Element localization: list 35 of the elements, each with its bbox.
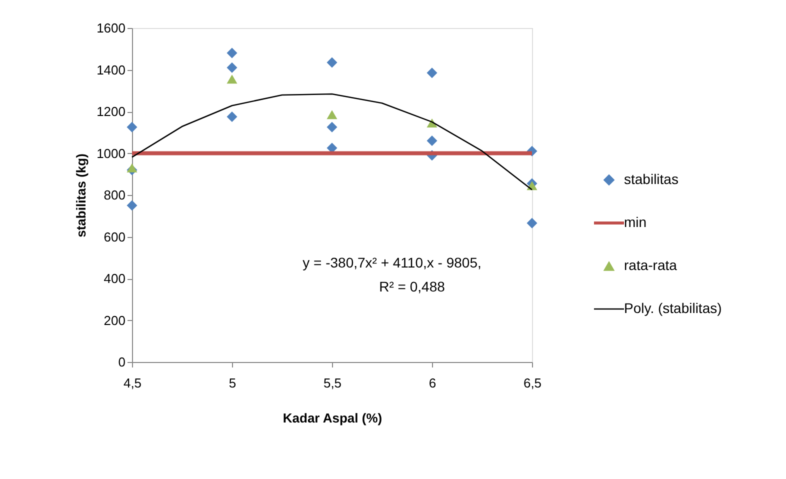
x-axis-title: Kadar Aspal (%) bbox=[282, 410, 382, 426]
x-tick-label: 4,5 bbox=[123, 376, 142, 390]
legend-label: min bbox=[624, 214, 647, 230]
x-tick-label: 6 bbox=[428, 376, 436, 390]
point bbox=[426, 68, 438, 78]
y-tick-label: 0 bbox=[118, 354, 126, 370]
y-axis-title: stabilitas (kg) bbox=[74, 154, 89, 238]
point bbox=[226, 111, 238, 122]
point bbox=[126, 200, 138, 211]
y-tick-label: 1600 bbox=[96, 20, 126, 36]
point bbox=[326, 122, 338, 132]
legend-label: rata-rata bbox=[624, 256, 678, 273]
y-tick-label: 400 bbox=[104, 271, 126, 286]
y-tick-label: 200 bbox=[104, 312, 126, 328]
y-tick-label: 1200 bbox=[96, 104, 126, 119]
y-tick-label: 800 bbox=[104, 188, 126, 202]
y-tick-label: 1000 bbox=[96, 146, 126, 161]
point bbox=[326, 110, 338, 120]
y-tick-label: 600 bbox=[104, 229, 126, 244]
point bbox=[426, 135, 438, 146]
y-tick-label: 1400 bbox=[96, 62, 126, 78]
legend-label: stabilitas bbox=[624, 170, 678, 187]
x-tick-label: 5,5 bbox=[323, 376, 342, 390]
annotation: R² = 0,488 bbox=[379, 278, 446, 294]
point bbox=[326, 57, 338, 68]
point bbox=[226, 74, 238, 84]
annotation: y = -380,7x² + 4110,x - 9805, bbox=[302, 254, 482, 270]
point bbox=[526, 218, 538, 228]
point bbox=[126, 163, 138, 172]
legend-label: Poly. (stabilitas) bbox=[624, 300, 722, 316]
point bbox=[226, 62, 238, 73]
x-tick-label: 6,5 bbox=[523, 376, 542, 390]
x-tick-label: 5 bbox=[228, 376, 236, 390]
point bbox=[126, 122, 138, 132]
point bbox=[226, 48, 238, 58]
